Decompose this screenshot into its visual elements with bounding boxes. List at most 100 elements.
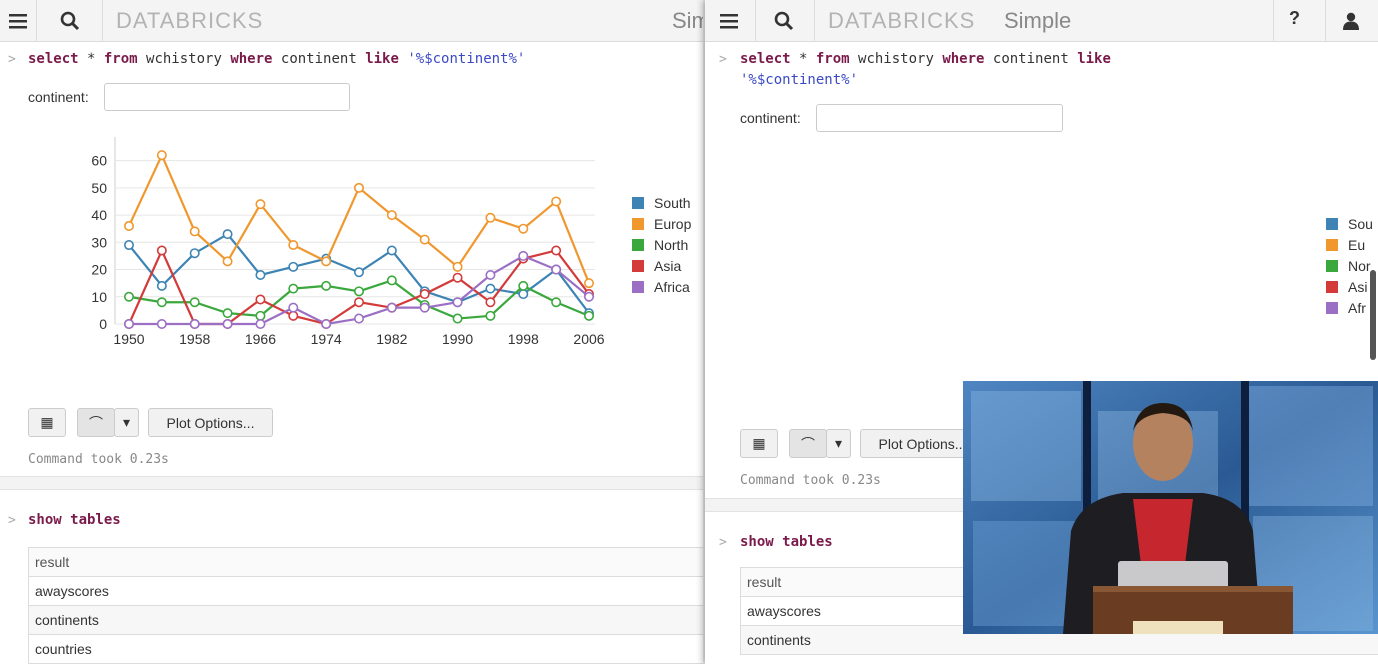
help-button[interactable]: ? — [1289, 8, 1300, 28]
notebook-title[interactable]: Simple — [1004, 8, 1072, 33]
data-point — [583, 291, 594, 302]
data-point — [124, 240, 135, 251]
cell-prompt: > — [719, 535, 727, 550]
y-tick-label: 30 — [91, 234, 107, 250]
data-point — [518, 223, 529, 234]
legend-swatch — [1326, 218, 1338, 230]
line-chart: 0102030405060195019581966197419821990199… — [1326, 216, 1373, 316]
divider — [102, 0, 103, 42]
keyword: where — [942, 51, 985, 67]
keyword: like — [365, 51, 399, 67]
table-icon: ▦ — [752, 435, 766, 451]
data-point — [255, 310, 266, 321]
result-table: result awayscores continents countries — [28, 547, 703, 664]
legend-label: Asi — [1348, 279, 1367, 295]
data-point — [551, 297, 562, 308]
data-point — [419, 234, 430, 245]
code-text: wchistory — [137, 51, 231, 67]
scrollbar-thumb[interactable] — [1370, 270, 1376, 360]
query-cell[interactable]: > select * from wchistory where continen… — [0, 44, 703, 474]
param-label: continent: — [28, 89, 89, 105]
query-code[interactable]: select * from wchistory where continent … — [740, 49, 1111, 91]
table-view-button[interactable]: ▦ — [28, 408, 66, 437]
legend-label: Sou — [1348, 216, 1373, 232]
data-point — [485, 269, 496, 280]
data-point — [386, 245, 397, 256]
table-view-button[interactable]: ▦ — [740, 429, 778, 458]
data-point — [551, 245, 562, 256]
keyword: like — [1077, 51, 1111, 67]
show-tables-cell[interactable]: > show tables result awayscores continen… — [0, 492, 703, 664]
data-point — [419, 302, 430, 313]
x-tick-label: 1990 — [442, 331, 473, 347]
data-point — [288, 302, 299, 313]
data-point — [419, 289, 430, 300]
continent-input[interactable] — [104, 83, 350, 111]
data-point — [551, 196, 562, 207]
data-point — [255, 294, 266, 305]
data-point — [156, 319, 167, 330]
legend-label: South — [654, 195, 691, 211]
data-point — [353, 182, 364, 193]
data-point — [156, 297, 167, 308]
data-point — [321, 280, 332, 291]
data-point — [452, 261, 463, 272]
data-point — [518, 280, 529, 291]
data-point — [156, 245, 167, 256]
data-point — [189, 319, 200, 330]
data-point — [222, 256, 233, 267]
data-point — [222, 319, 233, 330]
data-point — [321, 256, 332, 267]
code-text: continent — [272, 51, 366, 67]
line-chart-icon: ⌒ — [801, 435, 815, 452]
code-text: wchistory — [849, 51, 943, 67]
legend-swatch — [1326, 239, 1338, 251]
divider — [814, 0, 815, 42]
presenter-video — [963, 381, 1378, 634]
continent-input[interactable] — [816, 104, 1063, 132]
data-point — [518, 250, 529, 261]
legend-swatch — [632, 281, 644, 293]
chevron-down-icon: ▾ — [122, 414, 131, 430]
data-point — [518, 289, 529, 300]
plot-options-button[interactable]: Plot Options... — [148, 408, 273, 437]
chart-type-dropdown[interactable]: ▾ — [826, 429, 851, 458]
x-tick-label: 1958 — [179, 331, 210, 347]
show-tables-code[interactable]: show tables — [740, 534, 833, 550]
search-button[interactable] — [766, 0, 802, 42]
user-button[interactable] — [1333, 0, 1369, 42]
data-point — [288, 283, 299, 294]
chart-type-dropdown[interactable]: ▾ — [114, 408, 139, 437]
notebook-title[interactable]: Simp — [672, 8, 703, 33]
legend-swatch — [1326, 302, 1338, 314]
data-point — [452, 272, 463, 283]
top-bar: DATABRICKS Simp — [0, 0, 703, 42]
divider — [1273, 0, 1274, 42]
legend-label: Afr — [1348, 300, 1366, 316]
data-point — [222, 229, 233, 240]
query-code[interactable]: select * from wchistory where continent … — [28, 49, 525, 70]
legend-label: Europ — [654, 216, 692, 232]
data-point — [485, 310, 496, 321]
data-point — [353, 267, 364, 278]
data-point — [288, 240, 299, 251]
keyword: select — [28, 51, 79, 67]
data-point — [583, 310, 594, 321]
x-tick-label: 2006 — [573, 331, 604, 347]
command-took: Command took 0.23s — [740, 473, 881, 488]
line-chart-button[interactable]: ⌒ — [77, 408, 115, 437]
divider — [36, 0, 37, 42]
top-bar: DATABRICKS Simple ? — [705, 0, 1378, 42]
line-chart-button[interactable]: ⌒ — [789, 429, 827, 458]
table-row: continents — [28, 605, 703, 635]
data-point — [386, 275, 397, 286]
menu-button[interactable] — [0, 0, 36, 42]
menu-button[interactable] — [711, 0, 747, 42]
data-point — [124, 319, 135, 330]
search-button[interactable] — [52, 0, 88, 42]
show-tables-code[interactable]: show tables — [28, 512, 121, 528]
divider — [1325, 0, 1326, 42]
legend-label: Eu — [1348, 237, 1365, 253]
brand-logo: DATABRICKS — [828, 8, 976, 33]
data-point — [583, 278, 594, 289]
